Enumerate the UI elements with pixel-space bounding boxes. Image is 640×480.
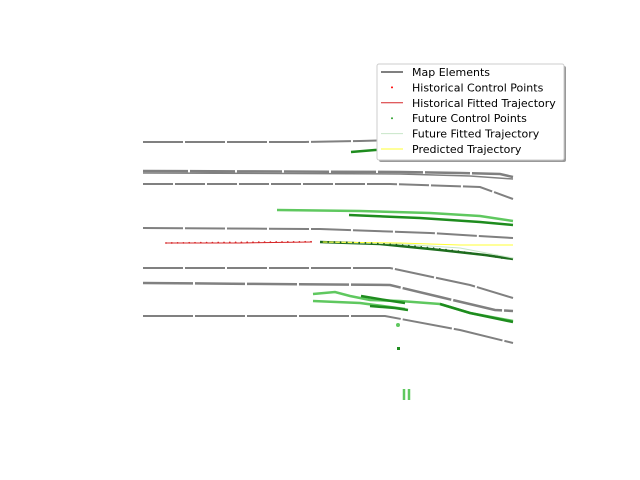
historical-control-point (188, 241, 191, 244)
historical-fitted-trajectory (166, 241, 313, 244)
map-lane-boundary (142, 169, 514, 179)
future-control-point (426, 246, 429, 249)
historical-control-point (298, 240, 301, 243)
future-control-point (438, 248, 441, 250)
historical-control-point (263, 241, 266, 244)
historical-control-point (286, 241, 289, 243)
historical-control-point (165, 242, 167, 244)
map-lane-boundary (142, 281, 514, 313)
lane-centerline (348, 213, 514, 227)
future-control-point (401, 244, 404, 247)
legend-label: Future Fitted Trajectory (412, 128, 540, 141)
historical-control-point (257, 241, 260, 244)
future-control-point (476, 253, 478, 255)
historical-control-point (182, 241, 185, 244)
historical-control-point (252, 241, 254, 244)
historical-control-point (304, 240, 307, 243)
lane-centerline (276, 208, 514, 223)
historical-control-point (275, 241, 278, 243)
historical-control-point (217, 241, 220, 244)
future-control-point (445, 248, 447, 251)
historical-control-point (199, 241, 202, 244)
map-lane-boundary (142, 227, 514, 239)
map-lane-boundary (143, 139, 396, 143)
lane-centerline (360, 294, 406, 305)
lane-centerline (439, 302, 514, 324)
lane-centerline (369, 304, 409, 312)
future-control-point (432, 247, 435, 250)
future-control-point (500, 257, 503, 259)
historical-control-point (205, 241, 208, 244)
historical-control-point (223, 241, 225, 244)
future-control-point (463, 251, 466, 254)
future-control-point (364, 242, 367, 244)
future-control-points (321, 241, 503, 259)
legend-symbol (391, 117, 393, 120)
historical-control-point (281, 241, 283, 243)
legend: Map Elements Historical Control Points His… (376, 63, 566, 162)
future-control-point (451, 249, 454, 252)
map-elements-layer (142, 139, 514, 344)
historical-control-point (240, 241, 243, 244)
future-control-point (321, 241, 323, 243)
historical-control-point (228, 241, 231, 244)
future-control-point (494, 256, 497, 258)
map-lane-boundary (142, 172, 514, 180)
future-control-point (358, 241, 361, 244)
map-lane-boundary (143, 315, 514, 344)
historical-control-point (170, 242, 173, 244)
legend-label: Map Elements (412, 66, 490, 79)
map-lane-boundary (143, 267, 514, 299)
historical-control-point (246, 241, 249, 244)
future-control-point (383, 243, 385, 245)
legend-symbol (391, 86, 393, 89)
legend-label: Future Control Points (412, 112, 527, 125)
historical-control-point (194, 241, 196, 244)
future-control-point (420, 246, 423, 248)
lane-marker (396, 323, 400, 327)
future-control-point (339, 241, 342, 244)
trajectory-layer (165, 240, 514, 259)
historical-control-point (310, 240, 312, 243)
legend-label: Historical Fitted Trajectory (412, 97, 556, 110)
future-control-point (457, 250, 460, 253)
map-lane-boundary (143, 183, 514, 200)
future-control-point (352, 241, 354, 244)
future-control-point (327, 241, 330, 243)
future-control-point (469, 252, 472, 254)
historical-control-point (234, 241, 237, 244)
legend-box (376, 63, 565, 161)
future-control-point (395, 243, 398, 246)
lane-marker (397, 347, 400, 350)
future-control-point (414, 245, 416, 248)
historical-control-point (211, 241, 214, 244)
historical-control-point (176, 242, 179, 244)
future-control-point (370, 242, 373, 245)
future-control-point (407, 244, 410, 247)
future-control-point (488, 255, 491, 257)
legend-label: Predicted Trajectory (412, 143, 522, 156)
historical-control-point (292, 241, 295, 243)
future-control-point (345, 241, 348, 244)
future-control-point (389, 243, 392, 246)
historical-control-points (165, 240, 312, 244)
legend-label: Historical Control Points (412, 81, 544, 94)
predicted-trajectory (321, 241, 513, 246)
future-control-point (333, 241, 336, 244)
future-control-point (482, 254, 485, 256)
historical-control-point (269, 241, 272, 244)
future-control-point (376, 242, 379, 245)
